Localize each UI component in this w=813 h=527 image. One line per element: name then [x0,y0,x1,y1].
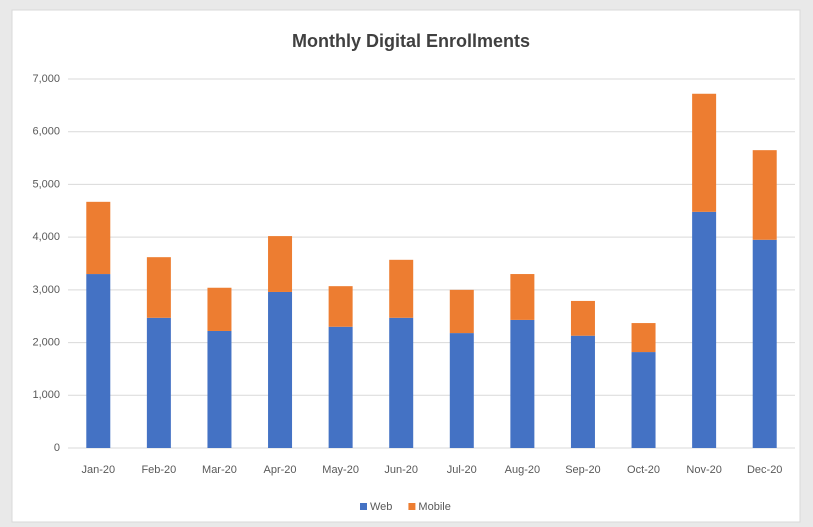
x-tick-label: Nov-20 [686,464,721,476]
bar-segment [268,291,293,448]
x-tick-label: Jan-20 [81,464,115,476]
bar-segment [692,93,717,212]
x-tick-label: Dec-20 [747,464,782,476]
bar-segment [268,236,293,292]
y-tick-label: 3,000 [32,284,60,296]
bar-segment [389,259,414,318]
bar-segment [510,319,535,448]
x-tick-label: Sep-20 [565,464,600,476]
chart-title: Monthly Digital Enrollments [292,31,530,51]
bar-segment [631,323,656,353]
x-tick-label: Aug-20 [505,464,540,476]
bar-segment [328,326,353,448]
x-tick-label: Jul-20 [447,464,477,476]
legend-swatch [360,503,367,510]
x-tick-label: Mar-20 [202,464,237,476]
legend-swatch [408,503,416,510]
y-tick-label: 6,000 [32,126,60,138]
x-tick-label: Oct-20 [627,464,660,476]
y-tick-label: 7,000 [32,73,60,85]
bar-segment [328,286,353,327]
y-tick-label: 0 [54,442,60,454]
bar-segment [692,211,717,448]
y-tick-label: 4,000 [32,231,60,243]
bar-segment [207,330,232,448]
x-tick-label: Apr-20 [264,464,297,476]
bar-segment [631,352,656,448]
bar-segment [570,300,595,336]
bar-segment [510,274,535,320]
x-tick-label: Jun-20 [384,464,418,476]
y-tick-label: 2,000 [32,336,60,348]
bar-segment [752,239,777,448]
bar-segment [449,289,474,334]
legend-label: Web [370,501,392,513]
bar-segment [207,287,232,331]
x-tick-label: Feb-20 [141,464,176,476]
bar-segment [86,274,111,448]
bar-segment [449,333,474,448]
bar-segment [389,317,414,448]
y-tick-label: 1,000 [32,389,60,401]
bar-segment [570,335,595,448]
y-tick-label: 5,000 [32,178,60,190]
bar-segment [86,201,111,275]
bar-segment [146,317,171,448]
bar-segment [752,150,777,240]
x-tick-label: May-20 [322,464,359,476]
bar-segment [146,257,171,318]
legend-label: Mobile [418,501,450,513]
